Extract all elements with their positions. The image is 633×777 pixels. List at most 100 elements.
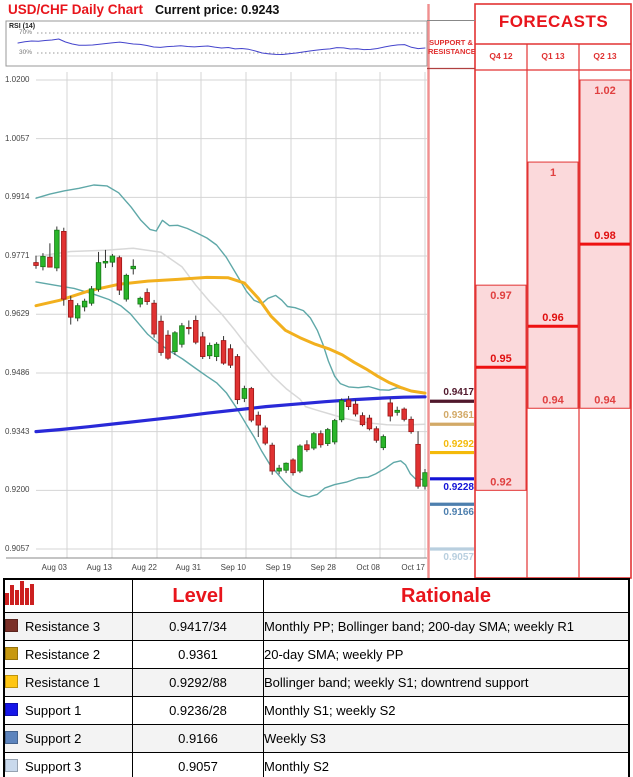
level-name-cell: Resistance 2 (3, 640, 133, 669)
rsi-panel (5, 20, 428, 67)
levels-table-header-rationale: Rationale (263, 578, 630, 613)
level-value-cell: 0.9057 (132, 752, 264, 777)
forecast-column-q1-13: 1 0.96 0.94 (527, 161, 579, 409)
sr-level-0.9166: 0.9166 (443, 507, 474, 518)
level-color-swatch (5, 703, 18, 716)
level-name: Resistance 3 (25, 619, 101, 634)
y-axis-tick: 0.9200 (5, 485, 30, 494)
candle (415, 443, 421, 487)
candle (241, 388, 248, 399)
candles (33, 226, 428, 490)
level-color-swatch (5, 647, 18, 660)
svg-text:0.94: 0.94 (542, 394, 564, 406)
forecasts-title: FORECASTS (498, 12, 609, 31)
candle (102, 260, 109, 264)
candle (325, 429, 331, 444)
y-axis-tick: 0.9914 (5, 192, 30, 201)
candle (165, 334, 171, 359)
forecasts-panel: 0.97 0.95 0.92 1 0.96 0.94 1.02 0.98 0.94 (474, 3, 632, 579)
svg-text:1: 1 (550, 167, 556, 179)
forecast-column-label: Q2 13 (593, 51, 617, 61)
candle (130, 265, 136, 270)
level-value-cell: 0.9292/88 (132, 668, 264, 697)
level-value-cell: 0.9166 (132, 724, 264, 753)
support-resistance-lines (430, 399, 474, 551)
candle (366, 417, 373, 430)
rsi-panel-label: RSI (14) (9, 23, 36, 30)
level-name-cell: Support 1 (3, 696, 133, 725)
candle (318, 433, 324, 446)
candle (290, 459, 296, 474)
level-name: Support 3 (25, 759, 82, 774)
sr-level-0.9361: 0.9361 (443, 410, 474, 421)
x-axis-tick: Oct 08 (356, 563, 380, 572)
candle (345, 399, 352, 408)
sr-level-0.9292: 0.9292 (443, 439, 474, 450)
level-value-cell: 0.9417/34 (132, 612, 264, 641)
y-axis-tick: 0.9771 (5, 251, 30, 260)
table-row: Support 2 0.9166 Weekly S3 (3, 724, 630, 753)
candle (227, 348, 234, 366)
x-axis-tick: Aug 22 (131, 563, 157, 572)
current-price-value: 0.9243 (241, 3, 280, 17)
y-axis-tick: 0.9486 (5, 368, 30, 377)
level-name-cell: Support 3 (3, 752, 133, 777)
candle (47, 256, 53, 268)
candle (109, 255, 116, 263)
page-title: USD/CHF Daily Chart (8, 2, 144, 17)
sr-level-0.9228: 0.9228 (443, 482, 474, 493)
forecast-column-label: Q4 12 (489, 51, 513, 61)
x-axis-tick: Oct 17 (401, 563, 425, 572)
level-value-cell: 0.9361 (132, 640, 264, 669)
level-rationale-cell: Monthly PP; Bollinger band; 200-day SMA;… (263, 612, 630, 641)
support-resistance-header-line2: RESISTANCE (428, 47, 476, 56)
x-axis-tick: Sep 28 (310, 563, 336, 572)
candle (200, 336, 206, 357)
level-name-cell: Support 2 (3, 724, 133, 753)
candle (116, 257, 123, 291)
candle (359, 415, 366, 426)
candle (338, 400, 345, 421)
x-axis-tick: Sep 19 (265, 563, 291, 572)
candle (408, 418, 414, 433)
support-resistance-header: SUPPORT & RESISTANCE (428, 38, 476, 56)
level-color-swatch (5, 619, 18, 632)
candle (373, 428, 380, 441)
level-color-swatch (5, 675, 18, 688)
candle (186, 327, 192, 330)
level-rationale-cell: 20-day SMA; weekly PP (263, 640, 630, 669)
candle (193, 320, 199, 343)
current-price: Current price: 0.9243 (155, 3, 279, 17)
level-name: Resistance 1 (25, 675, 101, 690)
candle (81, 300, 88, 308)
support-resistance-header-line1: SUPPORT & (429, 38, 473, 47)
bar-chart-icon (5, 581, 34, 605)
svg-text:0.92: 0.92 (490, 476, 511, 488)
level-color-swatch (5, 759, 18, 772)
candle (40, 256, 46, 268)
candle (123, 274, 130, 300)
candle (283, 462, 289, 471)
sr-level-0.9057: 0.9057 (443, 552, 474, 563)
candle (262, 427, 268, 444)
candle (220, 340, 227, 364)
level-name-cell: Resistance 3 (3, 612, 133, 641)
candle (144, 292, 150, 302)
table-row: Support 1 0.9236/28 Monthly S1; weekly S2 (3, 696, 630, 725)
svg-text:0.98: 0.98 (594, 230, 615, 242)
candle (297, 445, 303, 472)
levels-table: Level Rationale Resistance 3 0.9417/34 Mon… (3, 578, 630, 777)
current-price-label: Current price: (155, 3, 238, 17)
rsi-upper-tick: 70% (18, 29, 32, 36)
candle (158, 320, 164, 353)
candle (33, 262, 39, 266)
levels-table-icon-cell (3, 578, 133, 613)
candle (422, 472, 428, 487)
forecast-column-label: Q1 13 (541, 51, 565, 61)
level-rationale-cell: Monthly S1; weekly S2 (263, 696, 630, 725)
svg-text:0.95: 0.95 (490, 353, 511, 365)
candle (331, 420, 338, 443)
svg-text:0.96: 0.96 (542, 312, 563, 324)
candle (304, 444, 310, 451)
